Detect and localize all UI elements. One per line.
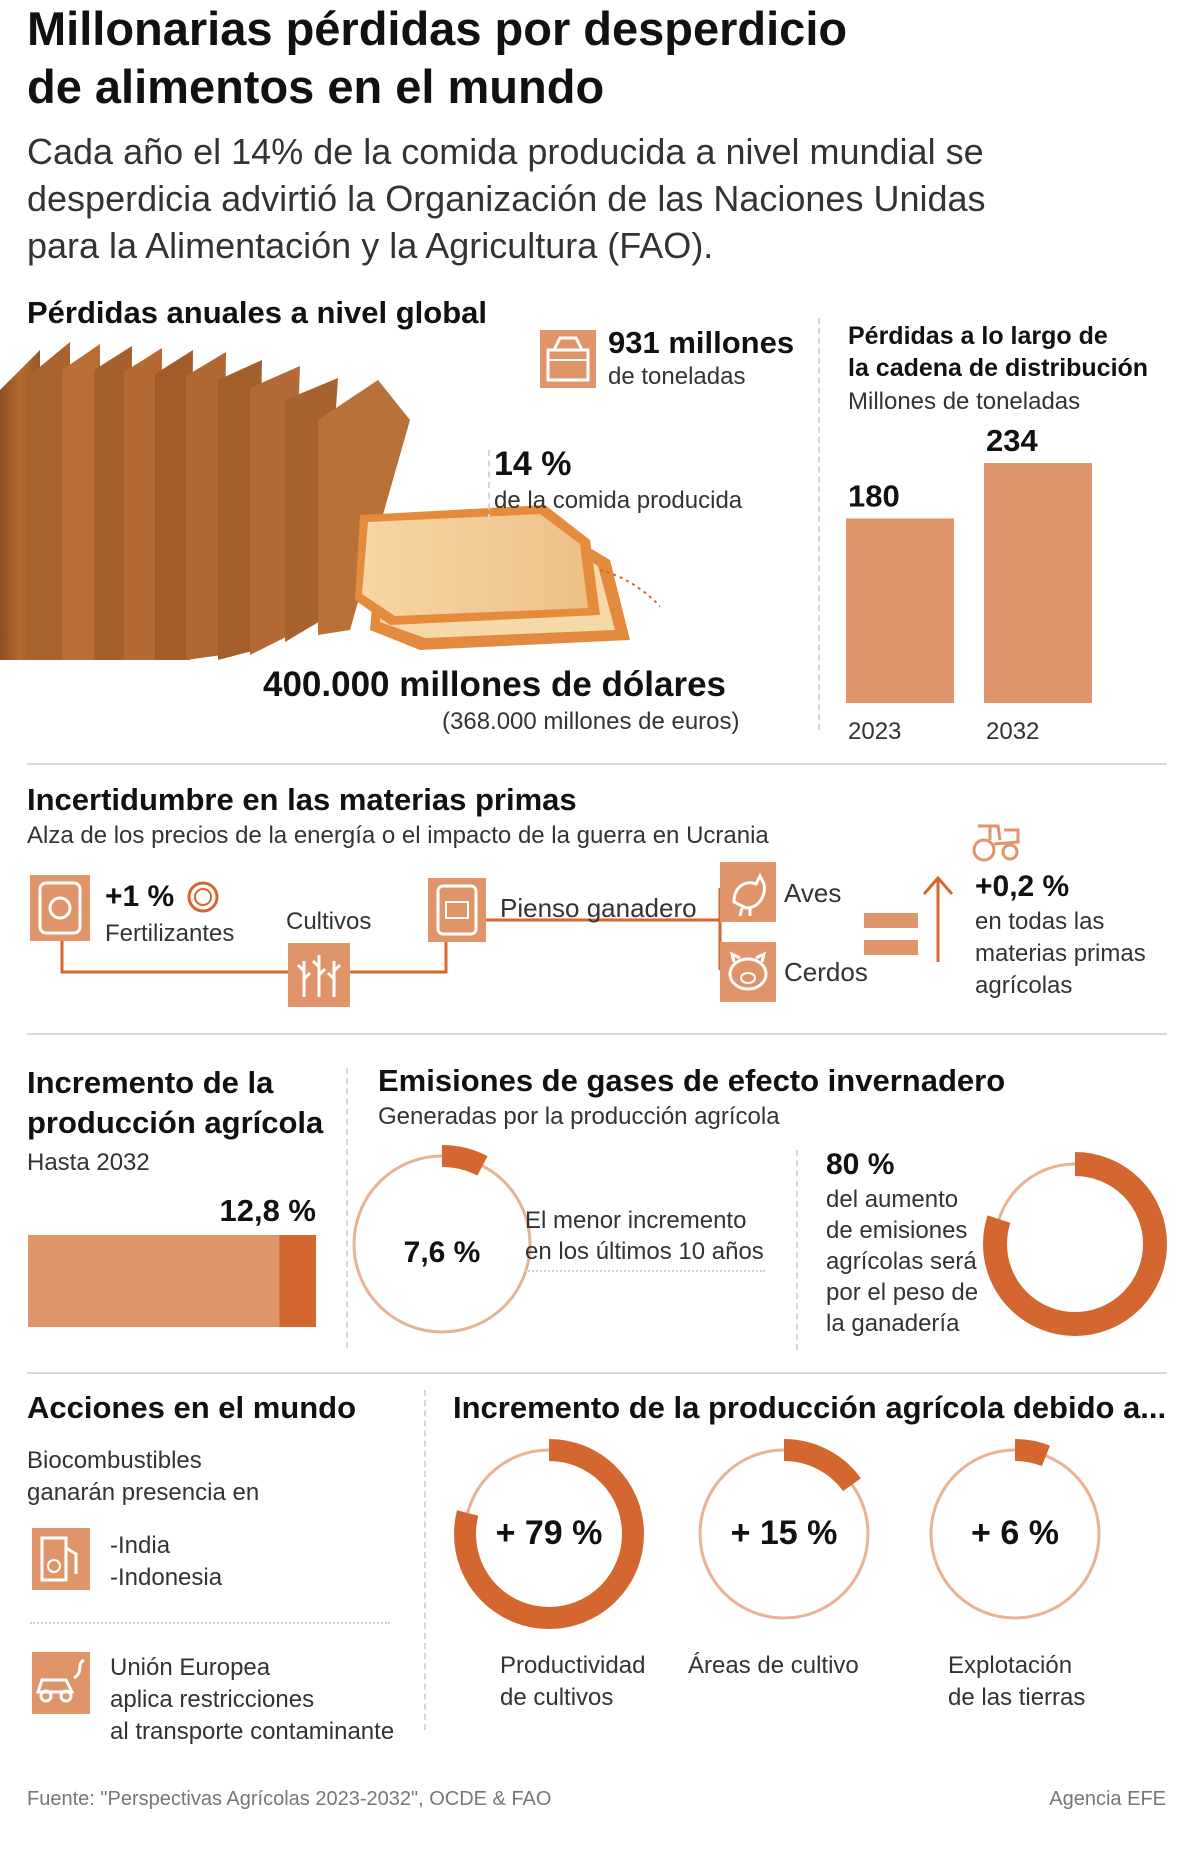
bread-toast bbox=[355, 505, 630, 650]
agency-credit: Agencia EFE bbox=[1049, 1788, 1166, 1810]
driver-value-label: + 6 % bbox=[971, 1514, 1059, 1552]
actions-divider bbox=[30, 1622, 390, 1624]
driver-value-label: + 15 % bbox=[731, 1514, 838, 1552]
page-title: Millonarias pérdidas por desperdicio de … bbox=[27, 2, 848, 113]
increase-bar-chart: 12,8 % bbox=[28, 1193, 316, 1327]
driver-ring-3-arc bbox=[920, 1439, 1110, 1629]
increase-value-label: 12,8 % bbox=[219, 1193, 316, 1228]
small-ring-desc: El menor incremento en los últimos 10 añ… bbox=[525, 1207, 764, 1265]
biofuel-countries: -India -Indonesia bbox=[110, 1532, 223, 1591]
increase-bar-base bbox=[28, 1235, 280, 1327]
increase-sub: Hasta 2032 bbox=[27, 1149, 150, 1176]
driver-value-label: + 79 % bbox=[496, 1514, 603, 1552]
driver-ring-1-arc bbox=[454, 1439, 644, 1629]
driver3-desc: Explotación de las tierras bbox=[948, 1652, 1086, 1711]
increase-heading: Incremento de la producción agrícola bbox=[27, 1065, 324, 1140]
fert-value: +1 % bbox=[105, 880, 175, 913]
divider-vertical-3 bbox=[796, 1150, 798, 1350]
drivers-heading: Incremento de la producción agrícola deb… bbox=[453, 1390, 1167, 1425]
euros-value: (368.000 millones de euros) bbox=[442, 708, 740, 735]
chain-unit: Millones de toneladas bbox=[848, 388, 1081, 415]
chain-category-label: 2032 bbox=[986, 718, 1039, 740]
big-ring-value: 80 % bbox=[826, 1148, 895, 1181]
chain-bar-2023 bbox=[846, 518, 954, 703]
pigs-label: Cerdos bbox=[784, 957, 868, 987]
biofuel-desc: Biocombustibles ganarán presencia en bbox=[27, 1447, 260, 1506]
driver-ring-2-arc bbox=[689, 1439, 879, 1629]
increase-bar-growth bbox=[279, 1235, 316, 1327]
biofuel-pump-icon bbox=[32, 1528, 90, 1590]
chain-heading: Pérdidas a lo largo de la cadena de dist… bbox=[848, 322, 1149, 382]
emissions-heading: Emisiones de gases de efecto invernadero bbox=[378, 1063, 1006, 1098]
chicken-icon bbox=[720, 862, 776, 922]
percent-value: 14 % bbox=[494, 445, 572, 483]
percent-desc: de la comida producida bbox=[494, 487, 743, 514]
up-arrow-icon bbox=[922, 875, 954, 962]
percent-marker bbox=[488, 450, 490, 520]
driver2-desc: Áreas de cultivo bbox=[688, 1652, 859, 1679]
feed-sack-icon bbox=[428, 878, 486, 942]
fert-label: Fertilizantes bbox=[105, 920, 235, 947]
eu-desc: Unión Europea aplica restricciones al tr… bbox=[110, 1654, 395, 1745]
actions-heading: Acciones en el mundo bbox=[27, 1390, 357, 1425]
chain-value-label: 234 bbox=[986, 423, 1038, 458]
small-ring-leader bbox=[525, 1270, 765, 1272]
dollars-value: 400.000 millones de dólares bbox=[263, 665, 727, 704]
equals-icon bbox=[864, 913, 918, 955]
divider-1 bbox=[27, 763, 1167, 765]
shopping-basket-icon bbox=[540, 330, 596, 388]
chain-bar-2032 bbox=[984, 463, 1092, 703]
toast-dotted-connector bbox=[599, 569, 660, 608]
result-value: +0,2 % bbox=[975, 870, 1070, 903]
bread-slices bbox=[0, 342, 410, 660]
raw-sub: Alza de los precios de la energía o el i… bbox=[27, 822, 769, 849]
result-desc: en todas las materias primas agrícolas bbox=[975, 908, 1146, 999]
source-note: Fuente: "Perspectivas Agrícolas 2023-203… bbox=[27, 1788, 552, 1810]
divider-vertical-1 bbox=[818, 318, 820, 730]
emissions-sub: Generadas por la producción agrícola bbox=[378, 1103, 780, 1130]
fertilizer-bag-icon bbox=[30, 875, 90, 941]
emissions-big-ring-arc bbox=[983, 1152, 1167, 1336]
bread-illustration bbox=[0, 342, 660, 660]
driver1-desc: Productividad de cultivos bbox=[500, 1652, 646, 1711]
divider-2 bbox=[27, 1033, 1167, 1035]
chain-category-label: 2023 bbox=[848, 718, 901, 740]
emissions-small-label: 7,6 % bbox=[404, 1236, 481, 1269]
emissions-rings: 7,6 % bbox=[343, 1145, 1167, 1343]
chain-bar-chart: 180 2023 234 2032 bbox=[846, 423, 1092, 740]
big-ring-desc: del aumento de emisiones agrícolas será … bbox=[826, 1186, 979, 1337]
emissions-small-ring-arc bbox=[343, 1145, 541, 1343]
divider-3 bbox=[27, 1372, 1167, 1374]
drivers-rings: + 79 % + 15 % + 6 % bbox=[454, 1439, 1110, 1629]
global-losses-heading: Pérdidas anuales a nivel global bbox=[27, 295, 488, 330]
pig-icon bbox=[720, 942, 776, 1002]
tractor-icon bbox=[972, 824, 1020, 862]
crops-icon bbox=[288, 943, 350, 1007]
coin-icon bbox=[187, 881, 219, 913]
feed-label: Pienso ganadero bbox=[500, 893, 697, 923]
birds-label: Aves bbox=[784, 878, 842, 908]
tonnes-value: 931 millones bbox=[608, 325, 795, 360]
crops-label: Cultivos bbox=[286, 908, 372, 935]
chain-value-label: 180 bbox=[848, 478, 900, 513]
raw-heading: Incertidumbre en las materias primas bbox=[27, 782, 577, 817]
page-subtitle: Cada año el 14% de la comida producida a… bbox=[27, 131, 986, 266]
divider-vertical-2 bbox=[346, 1068, 348, 1348]
divider-vertical-4 bbox=[424, 1390, 426, 1730]
tonnes-unit: de toneladas bbox=[608, 363, 746, 390]
polluting-car-icon bbox=[32, 1652, 90, 1714]
